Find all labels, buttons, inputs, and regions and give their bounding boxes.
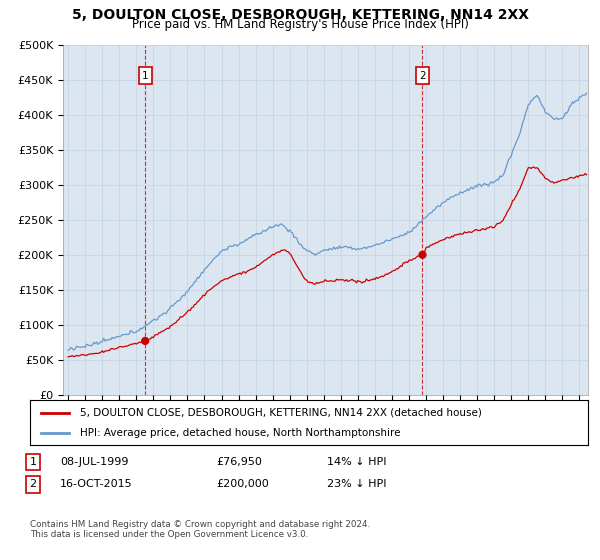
Point <box>418 250 427 259</box>
Point <box>140 337 150 346</box>
Text: 14% ↓ HPI: 14% ↓ HPI <box>327 457 386 467</box>
Text: 08-JUL-1999: 08-JUL-1999 <box>60 457 128 467</box>
Text: 1: 1 <box>29 457 37 467</box>
Text: 2: 2 <box>29 479 37 489</box>
Text: £76,950: £76,950 <box>216 457 262 467</box>
Text: 23% ↓ HPI: 23% ↓ HPI <box>327 479 386 489</box>
Text: 5, DOULTON CLOSE, DESBOROUGH, KETTERING, NN14 2XX (detached house): 5, DOULTON CLOSE, DESBOROUGH, KETTERING,… <box>80 408 482 418</box>
Text: 16-OCT-2015: 16-OCT-2015 <box>60 479 133 489</box>
Text: £200,000: £200,000 <box>216 479 269 489</box>
Text: HPI: Average price, detached house, North Northamptonshire: HPI: Average price, detached house, Nort… <box>80 428 401 438</box>
Text: 5, DOULTON CLOSE, DESBOROUGH, KETTERING, NN14 2XX: 5, DOULTON CLOSE, DESBOROUGH, KETTERING,… <box>71 8 529 22</box>
Text: 1: 1 <box>142 71 148 81</box>
Text: Contains HM Land Registry data © Crown copyright and database right 2024.
This d: Contains HM Land Registry data © Crown c… <box>30 520 370 539</box>
Text: 2: 2 <box>419 71 426 81</box>
Text: Price paid vs. HM Land Registry's House Price Index (HPI): Price paid vs. HM Land Registry's House … <box>131 18 469 31</box>
